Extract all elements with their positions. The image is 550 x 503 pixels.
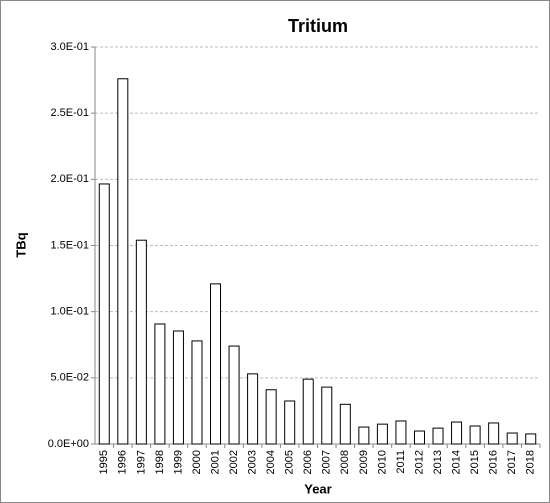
x-tick-label: 2010 xyxy=(376,450,388,474)
x-axis-label: Year xyxy=(304,481,331,496)
x-tick-label: 2011 xyxy=(395,450,407,474)
bar xyxy=(506,432,518,445)
x-tick-label: 2018 xyxy=(525,450,537,474)
x-tick-label: 2014 xyxy=(450,450,462,474)
bar xyxy=(228,345,240,445)
bar xyxy=(247,373,259,445)
x-tick-label: 2000 xyxy=(191,450,203,474)
x-tick-label: 2012 xyxy=(413,450,425,474)
bar xyxy=(432,427,444,445)
bar xyxy=(358,426,370,445)
x-tick-label: 2003 xyxy=(247,450,259,474)
bar xyxy=(117,78,129,445)
bar xyxy=(488,422,500,445)
bar xyxy=(413,430,425,445)
y-tick-label: 5.0E-02 xyxy=(50,372,89,384)
y-tick-label: 1.5E-01 xyxy=(50,239,89,251)
y-tick-label: 1.0E-01 xyxy=(50,306,89,318)
x-tick-label: 2016 xyxy=(488,450,500,474)
y-tick-label: 2.5E-01 xyxy=(50,107,89,119)
bar xyxy=(451,421,463,445)
bar xyxy=(265,389,277,445)
x-tick-label: 2004 xyxy=(265,450,277,474)
bar xyxy=(98,183,110,445)
bar xyxy=(376,423,388,445)
chart-title: Tritium xyxy=(288,16,348,36)
bar xyxy=(395,420,407,445)
bar xyxy=(302,378,314,445)
x-tick-label: 2007 xyxy=(321,450,333,474)
y-tick-label: 2.0E-01 xyxy=(50,173,89,185)
bar xyxy=(469,425,481,445)
x-tick-label: 1997 xyxy=(135,450,147,474)
x-tick-label: 2008 xyxy=(339,450,351,474)
x-tick-label: 2006 xyxy=(302,450,314,474)
x-tick-label: 2009 xyxy=(358,450,370,474)
x-tick-label: 1996 xyxy=(117,450,129,474)
x-tick-label: 1999 xyxy=(172,450,184,474)
bar xyxy=(321,386,333,445)
bar xyxy=(135,239,147,445)
x-tick-label: 2005 xyxy=(284,450,296,474)
bar xyxy=(172,330,184,445)
bar xyxy=(525,433,537,445)
x-tick-label: 1995 xyxy=(98,450,110,474)
x-tick-label: 2015 xyxy=(469,450,481,474)
y-tick-label: 3.0E-01 xyxy=(50,41,89,53)
bar xyxy=(210,283,222,445)
x-tick-label: 2013 xyxy=(432,450,444,474)
x-tick-label: 2001 xyxy=(209,450,221,474)
bar xyxy=(191,340,203,445)
bar xyxy=(154,323,166,445)
y-axis-label: TBq xyxy=(13,232,28,257)
x-tick-label: 2002 xyxy=(228,450,240,474)
bar xyxy=(339,403,351,445)
bar xyxy=(284,400,296,445)
x-tick-label: 2017 xyxy=(506,450,518,474)
y-tick-label: 0.0E+00 xyxy=(48,438,89,450)
x-tick-label: 1998 xyxy=(154,450,166,474)
